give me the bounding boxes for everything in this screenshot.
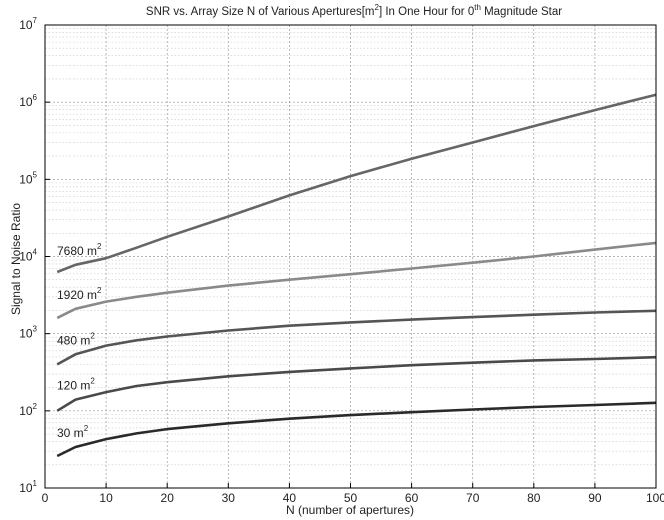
title-sup-1: 2: [375, 3, 380, 12]
y-tick-label: 102: [19, 402, 37, 418]
x-tick-label: 30: [222, 491, 236, 505]
y-tick-exponent: 6: [33, 93, 38, 102]
x-tick-label: 40: [283, 491, 297, 505]
series-label-name: 120 m: [57, 379, 90, 393]
y-tick-base: 10: [19, 481, 33, 495]
series-label-exponent: 2: [90, 377, 95, 386]
x-axis-label: N (number of apertures): [286, 503, 414, 517]
y-axis-label: Signal to Noise Ratio: [9, 203, 23, 315]
x-tick-label: 60: [405, 491, 419, 505]
series-lines: [56, 93, 657, 458]
series-label-name: 30 m: [57, 426, 84, 440]
title-sup-2: th: [474, 3, 481, 12]
y-tick-label: 103: [19, 325, 37, 341]
x-tick-label: 20: [161, 491, 175, 505]
series-label: 7680 m2: [57, 242, 102, 258]
y-tick-exponent: 5: [33, 170, 38, 179]
chart-title: SNR vs. Array Size N of Various Aperture…: [146, 3, 562, 18]
x-tick-label: 50: [344, 491, 358, 505]
series-line: [56, 401, 657, 458]
y-tick-base: 10: [19, 172, 33, 186]
series-label-exponent: 2: [97, 242, 102, 251]
series-label: 480 m2: [57, 331, 95, 347]
series-label-name: 1920 m: [57, 288, 97, 302]
series-line: [56, 93, 657, 274]
x-tick-label: 70: [466, 491, 480, 505]
series-label: 1920 m2: [57, 286, 102, 302]
series-label-name: 7680 m: [57, 244, 97, 258]
title-part-2: ] In One Hour for 0: [379, 6, 474, 18]
x-tick-label: 100: [646, 491, 664, 505]
title-part-3: Magnitude Star: [481, 6, 562, 18]
series-label-exponent: 2: [90, 331, 95, 340]
x-tick-label: 90: [588, 491, 602, 505]
x-axis-ticks: 0 10 20 30 40 50 60 70 80 90 100: [42, 483, 664, 505]
y-tick-base: 10: [19, 327, 33, 341]
y-tick-exponent: 7: [33, 16, 38, 25]
x-tick-label: 80: [527, 491, 541, 505]
y-tick-base: 10: [19, 18, 33, 32]
y-tick-label: 101: [19, 479, 37, 495]
y-tick-base: 10: [19, 250, 33, 264]
series-line: [56, 355, 657, 412]
series-label-exponent: 2: [97, 286, 102, 295]
y-tick-label: 107: [19, 16, 37, 32]
series-label: 30 m2: [57, 424, 89, 440]
series-label: 120 m2: [57, 377, 95, 393]
series-line: [56, 241, 657, 320]
y-tick-exponent: 4: [33, 248, 38, 257]
y-tick-exponent: 1: [33, 479, 38, 488]
y-tick-label: 106: [19, 93, 37, 109]
series-line: [56, 309, 657, 366]
x-tick-label: 10: [99, 491, 113, 505]
y-tick-label: 105: [19, 170, 37, 186]
y-tick-exponent: 3: [33, 325, 38, 334]
y-tick-base: 10: [19, 404, 33, 418]
series-label-name: 480 m: [57, 333, 90, 347]
x-tick-label: 0: [42, 491, 49, 505]
y-tick-base: 10: [19, 95, 33, 109]
y-tick-exponent: 2: [33, 402, 38, 411]
title-part-1: SNR vs. Array Size N of Various Aperture…: [146, 6, 375, 18]
series-label-exponent: 2: [84, 424, 89, 433]
y-tick-label: 104: [19, 248, 37, 264]
